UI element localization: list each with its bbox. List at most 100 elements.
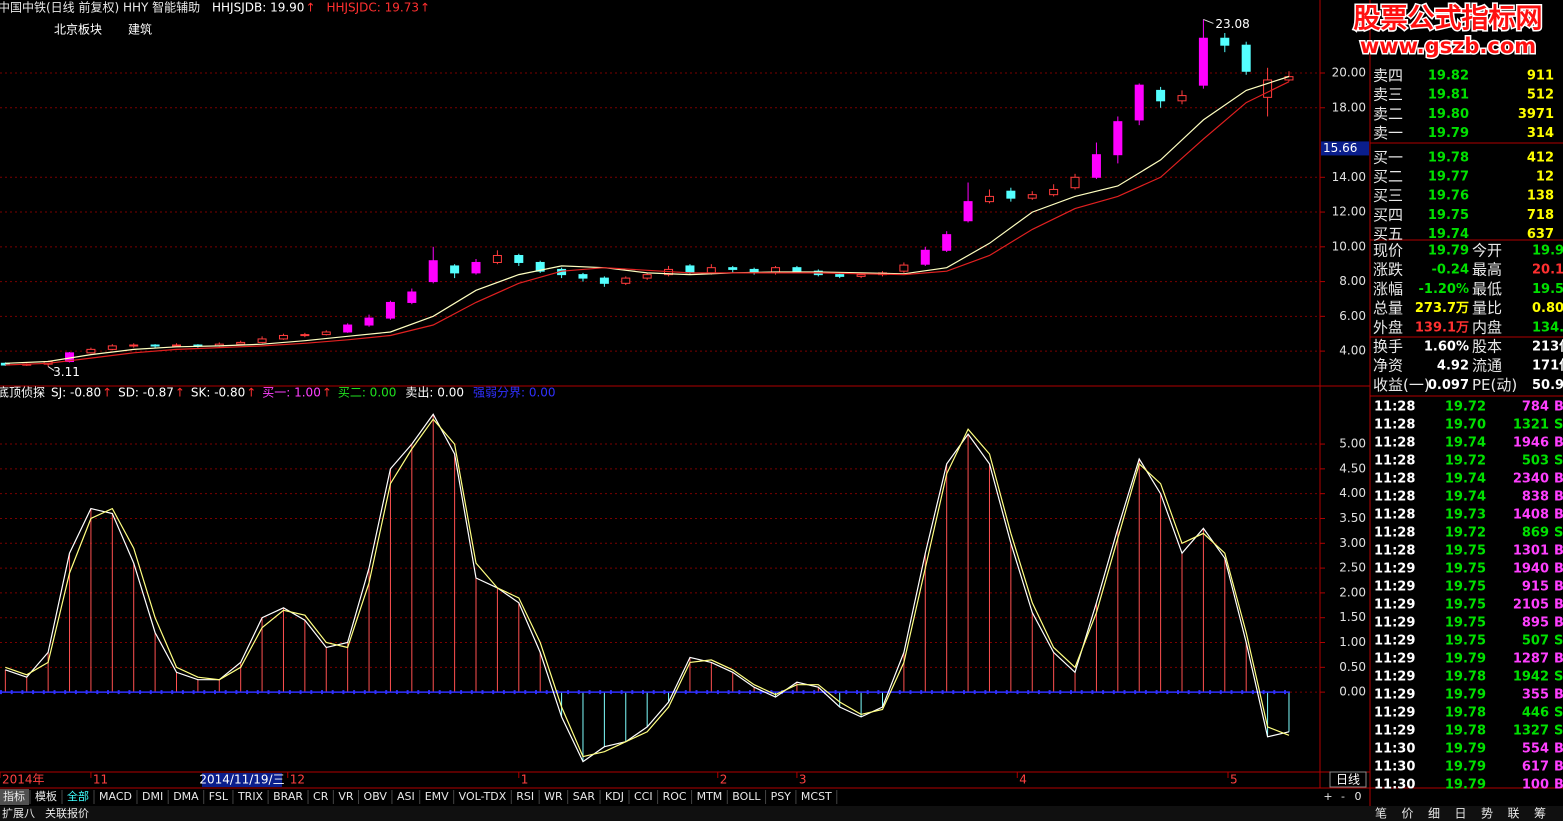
stat-label: 内盘 <box>1472 318 1502 336</box>
annotation-line <box>47 366 55 371</box>
candle-body <box>1070 176 1080 189</box>
indicator-tab[interactable]: VOL-TDX <box>459 790 507 803</box>
book-label: 买二 <box>1373 168 1403 186</box>
book-price: 19.77 <box>1428 170 1469 185</box>
tick-price: 19.75 <box>1445 580 1486 595</box>
indicator-tab[interactable]: 指标 <box>3 789 25 803</box>
tick-flag: B <box>1554 436 1563 451</box>
zoom-button[interactable]: 0 <box>1355 790 1362 803</box>
book-label: 买五 <box>1373 225 1403 243</box>
indicator-tab[interactable]: 模板 <box>35 789 57 803</box>
side-tab[interactable]: 联 <box>1507 807 1519 821</box>
tick-flag: B <box>1554 616 1563 631</box>
candle-body <box>535 261 545 272</box>
x-tick-label: 4 <box>1019 773 1027 787</box>
candle-body <box>706 267 716 274</box>
indicator-tab[interactable]: PSY <box>771 790 792 803</box>
side-tab[interactable]: 筹 <box>1534 807 1546 821</box>
stat-label: 最低 <box>1472 280 1502 298</box>
candle-body <box>1156 89 1166 102</box>
indicator-value: HHJSJDC: 19.73 <box>326 1 419 15</box>
indicator-tab[interactable]: TRIX <box>237 790 264 803</box>
indicator-tab[interactable]: DMI <box>142 790 163 803</box>
tick-flag: B <box>1554 544 1563 559</box>
y-tick-label: 2.00 <box>1339 585 1366 599</box>
book-price: 19.74 <box>1428 227 1469 242</box>
candle-body <box>856 274 866 277</box>
indicator-tab[interactable]: MACD <box>99 790 132 803</box>
book-volume: 12 <box>1536 170 1554 185</box>
side-tab[interactable]: 笔 <box>1375 806 1387 821</box>
stat-value: 213亿 <box>1532 339 1563 355</box>
cursor-price-box <box>1321 141 1369 156</box>
indicator-item: SJ: -0.80 <box>51 386 101 400</box>
cursor-date-box <box>202 773 282 787</box>
candle-body <box>492 255 502 263</box>
indicator-name: 底顶侦探 <box>0 385 45 400</box>
candle-body <box>407 291 417 303</box>
side-tab[interactable]: 日 <box>1454 807 1466 821</box>
indicator-tab[interactable]: DMA <box>173 790 199 803</box>
indicator-tab[interactable]: MCST <box>801 790 832 803</box>
indicator-tab[interactable]: CR <box>313 790 329 803</box>
indicator-tab[interactable]: ROC <box>663 790 687 803</box>
book-volume: 3971 <box>1518 107 1554 122</box>
candle-body <box>450 265 460 274</box>
indicator-tab[interactable]: CCI <box>634 790 653 803</box>
indicator-tab[interactable]: 全部 <box>67 789 89 803</box>
candle-body <box>1113 121 1123 156</box>
candle-body <box>599 277 609 284</box>
side-tab[interactable]: 细 <box>1428 807 1440 821</box>
tick-time: 11:30 <box>1374 778 1415 793</box>
bottom-tab[interactable]: 扩展八 <box>2 806 35 820</box>
book-volume: 911 <box>1527 69 1554 84</box>
candle-body <box>428 260 438 283</box>
period-label: 日线 <box>1336 773 1360 787</box>
indicator-tab[interactable]: VR <box>338 790 354 803</box>
tick-time: 11:29 <box>1374 652 1415 667</box>
zoom-button[interactable]: - <box>1341 790 1345 803</box>
stat-value: 4.92 <box>1437 359 1469 374</box>
side-tab[interactable]: 价 <box>1401 807 1413 821</box>
indicator-tab[interactable]: EMV <box>425 790 449 803</box>
candle-body <box>578 274 588 279</box>
indicator-tab[interactable]: BRAR <box>273 790 303 803</box>
stat-value: 0.097 <box>1428 378 1469 393</box>
tick-volume: 1327 <box>1513 724 1549 739</box>
indicator-tab[interactable]: RSI <box>516 790 534 803</box>
zoom-button[interactable]: + <box>1323 790 1332 803</box>
indicator-tab[interactable]: MTM <box>697 790 723 803</box>
y-tick-label: 18.00 <box>1332 100 1366 114</box>
tick-volume: 1946 <box>1513 436 1549 451</box>
side-tab[interactable]: 势 <box>1481 807 1493 821</box>
candle-body <box>1006 190 1016 199</box>
indicator-tab[interactable]: BOLL <box>732 790 761 803</box>
x-tick-label: 2014年 <box>2 773 45 787</box>
y-tick-label: 2.50 <box>1339 561 1366 575</box>
indicator-tab[interactable]: KDJ <box>605 790 624 803</box>
tick-time: 11:29 <box>1374 706 1415 721</box>
candle-body <box>984 195 994 203</box>
book-volume: 718 <box>1527 208 1554 223</box>
trend-arrow: ↑ <box>246 386 256 400</box>
indicator-tab[interactable]: FSL <box>209 790 229 803</box>
stat-label: 最高 <box>1472 261 1502 279</box>
indicator-tab[interactable]: WR <box>544 790 563 803</box>
indicator-tab[interactable]: SAR <box>573 790 596 803</box>
indicator-tab[interactable]: ASI <box>397 790 415 803</box>
tick-volume: 869 <box>1522 526 1549 541</box>
book-label: 卖三 <box>1373 86 1403 104</box>
tick-flag: S <box>1554 454 1563 469</box>
tick-price: 19.72 <box>1445 400 1486 415</box>
candle-body <box>278 334 288 340</box>
tick-flag: S <box>1554 526 1563 541</box>
tick-time: 11:30 <box>1374 760 1415 775</box>
tick-volume: 1940 <box>1513 562 1549 577</box>
bottom-tab[interactable]: 关联报价 <box>45 806 89 820</box>
tick-flag: S <box>1554 706 1563 721</box>
stat-value: 134.6万 <box>1532 320 1563 335</box>
stat-value: 139.1万 <box>1415 320 1469 335</box>
trend-arrow: ↑ <box>175 386 185 400</box>
indicator-tab[interactable]: OBV <box>364 790 388 803</box>
